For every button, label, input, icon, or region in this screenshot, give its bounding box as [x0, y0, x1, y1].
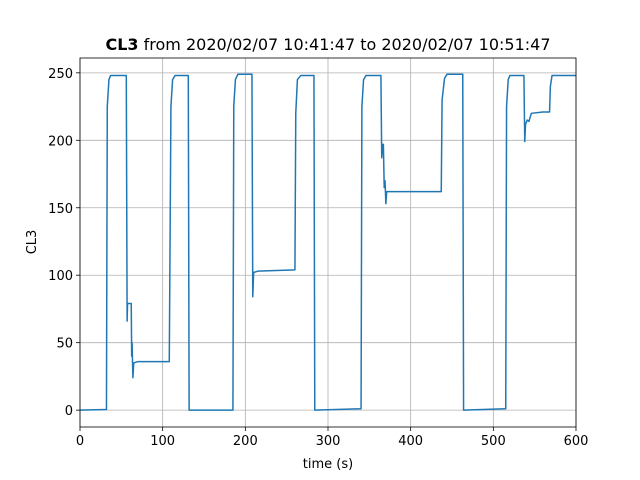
- x-axis-label: time (s): [303, 457, 353, 472]
- x-tick-label: 400: [398, 434, 423, 449]
- y-tick-label: 100: [48, 269, 73, 284]
- title-bold: CL3: [105, 35, 138, 54]
- x-tick-label: 100: [150, 434, 175, 449]
- x-tick-label: 300: [316, 434, 341, 449]
- chart-title: CL3 from 2020/02/07 10:41:47 to 2020/02/…: [105, 35, 550, 54]
- y-tick-label: 200: [48, 134, 73, 149]
- plot-frame: [79, 57, 577, 428]
- x-tick-label: 500: [481, 434, 506, 449]
- y-tick-label: 150: [48, 202, 73, 217]
- data-line: [79, 73, 576, 411]
- x-tick-label: 600: [564, 434, 589, 449]
- y-tick-label: 50: [56, 337, 73, 352]
- y-tick-label: 250: [48, 67, 73, 82]
- x-tick-label: 200: [233, 434, 258, 449]
- y-tick-label: 0: [65, 404, 73, 419]
- y-axis-label: CL3: [25, 230, 40, 255]
- x-tick-label: 0: [76, 434, 84, 449]
- title-rest: from 2020/02/07 10:41:47 to 2020/02/07 1…: [144, 35, 551, 54]
